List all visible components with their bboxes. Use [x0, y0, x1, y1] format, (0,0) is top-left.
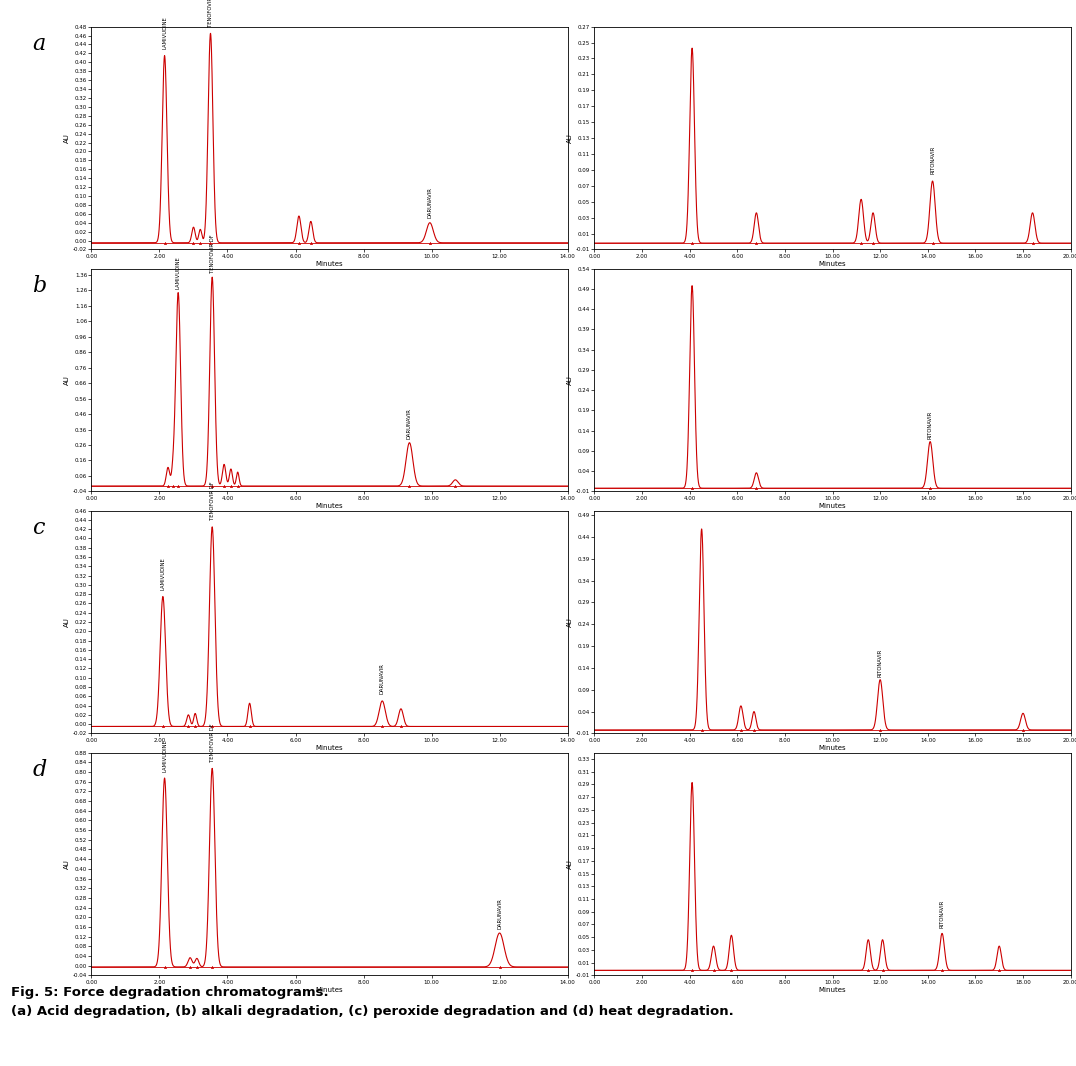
X-axis label: Minutes: Minutes: [819, 503, 847, 510]
Text: TENOFOVIR DF: TENOFOVIR DF: [208, 0, 213, 27]
Text: TENOFOVIR DF: TENOFOVIR DF: [210, 235, 215, 273]
Text: Fig. 5: Force degradation chromatograms.: Fig. 5: Force degradation chromatograms.: [11, 986, 328, 999]
Y-axis label: AU: AU: [65, 617, 70, 627]
Text: b: b: [32, 275, 46, 297]
Text: TENOFOVIR DF: TENOFOVIR DF: [210, 481, 215, 520]
Y-axis label: AU: AU: [567, 133, 574, 143]
X-axis label: Minutes: Minutes: [315, 987, 343, 994]
Text: DARUNAVIR: DARUNAVIR: [407, 408, 412, 439]
Y-axis label: AU: AU: [567, 617, 574, 627]
Y-axis label: AU: AU: [567, 859, 574, 869]
Y-axis label: AU: AU: [65, 859, 70, 869]
Text: RITONAVIR: RITONAVIR: [928, 410, 933, 439]
Text: LAMIVUDINE: LAMIVUDINE: [160, 556, 166, 589]
Text: LAMIVUDINE: LAMIVUDINE: [162, 16, 167, 49]
Text: DARUNAVIR: DARUNAVIR: [497, 899, 502, 930]
Text: RITONAVIR: RITONAVIR: [930, 146, 935, 174]
Y-axis label: AU: AU: [65, 133, 70, 143]
X-axis label: Minutes: Minutes: [315, 745, 343, 752]
Text: TENOFOVIR DF: TENOFOVIR DF: [210, 724, 215, 762]
Text: DARUNAVIR: DARUNAVIR: [427, 188, 433, 219]
X-axis label: Minutes: Minutes: [819, 261, 847, 268]
Text: c: c: [32, 517, 45, 539]
Text: LAMIVUDINE: LAMIVUDINE: [175, 256, 181, 289]
Text: d: d: [32, 759, 46, 781]
X-axis label: Minutes: Minutes: [819, 745, 847, 752]
Text: RITONAVIR: RITONAVIR: [878, 648, 882, 677]
Text: (a) Acid degradation, (b) alkali degradation, (c) peroxide degradation and (d) h: (a) Acid degradation, (b) alkali degrada…: [11, 1005, 734, 1018]
X-axis label: Minutes: Minutes: [315, 261, 343, 268]
Text: LAMIVUDINE: LAMIVUDINE: [162, 739, 167, 772]
Y-axis label: AU: AU: [65, 375, 70, 385]
X-axis label: Minutes: Minutes: [315, 503, 343, 510]
Text: DARUNAVIR: DARUNAVIR: [380, 663, 385, 694]
X-axis label: Minutes: Minutes: [819, 987, 847, 994]
Text: a: a: [32, 33, 45, 55]
Text: RITONAVIR: RITONAVIR: [939, 900, 945, 927]
Y-axis label: AU: AU: [567, 375, 574, 385]
